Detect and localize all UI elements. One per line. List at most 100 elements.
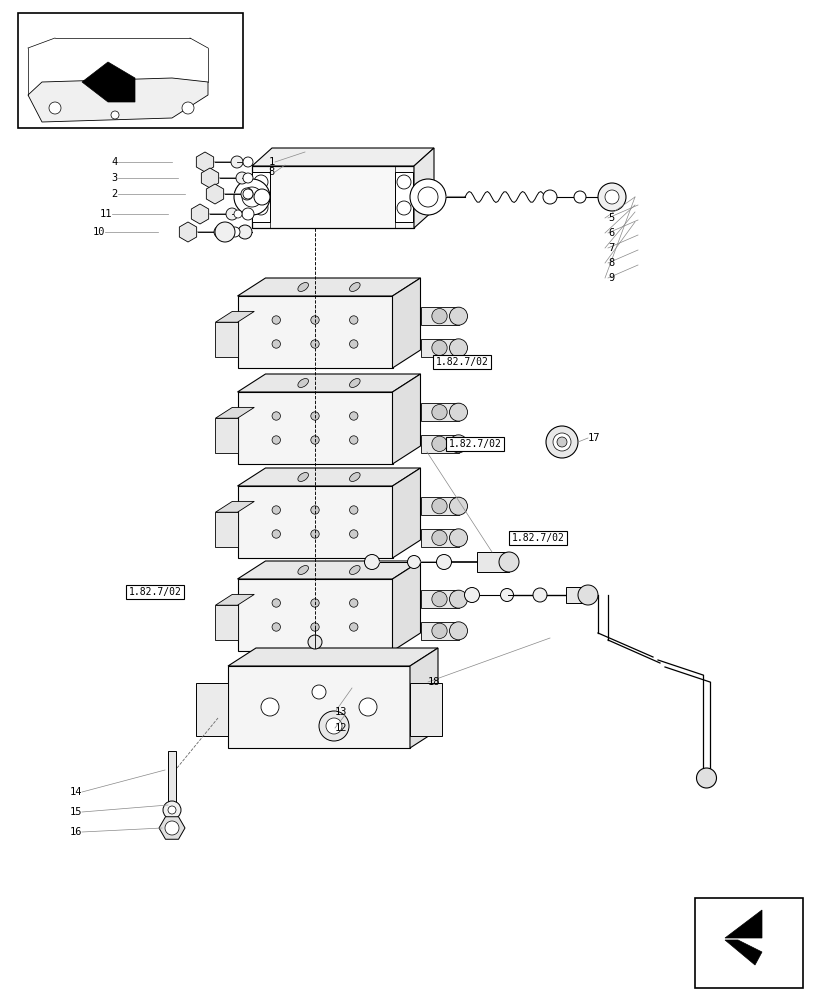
Bar <box>394 172 413 222</box>
Text: 1.82.7/02: 1.82.7/02 <box>435 357 488 367</box>
Polygon shape <box>237 468 420 486</box>
Circle shape <box>163 801 181 819</box>
Polygon shape <box>409 648 437 748</box>
Ellipse shape <box>298 566 308 574</box>
Text: 5: 5 <box>607 213 614 223</box>
Circle shape <box>396 175 410 189</box>
Text: 4: 4 <box>112 157 118 167</box>
Text: 3: 3 <box>112 173 118 183</box>
Circle shape <box>449 497 467 515</box>
Text: 14: 14 <box>69 787 82 797</box>
Circle shape <box>272 599 280 607</box>
Circle shape <box>449 403 467 421</box>
Polygon shape <box>215 594 254 605</box>
Polygon shape <box>82 62 135 102</box>
Circle shape <box>349 623 357 631</box>
Bar <box>420 497 458 515</box>
Circle shape <box>165 821 179 835</box>
Polygon shape <box>724 910 761 938</box>
Polygon shape <box>28 78 208 122</box>
Circle shape <box>464 587 479 602</box>
Circle shape <box>407 555 420 568</box>
Circle shape <box>432 530 447 545</box>
Bar <box>168 751 176 803</box>
Bar <box>420 435 458 453</box>
Circle shape <box>432 405 447 420</box>
Circle shape <box>359 698 376 716</box>
Bar <box>237 486 392 558</box>
Text: 17: 17 <box>587 433 600 443</box>
Circle shape <box>312 685 326 699</box>
Circle shape <box>432 623 447 638</box>
Text: 2: 2 <box>112 189 118 199</box>
Bar <box>237 579 392 651</box>
Circle shape <box>432 499 447 514</box>
Text: 8: 8 <box>607 258 614 268</box>
Circle shape <box>349 436 357 444</box>
Text: 6: 6 <box>607 228 614 238</box>
Circle shape <box>272 530 280 538</box>
Polygon shape <box>414 148 433 228</box>
Circle shape <box>432 340 447 355</box>
Ellipse shape <box>298 379 308 387</box>
Circle shape <box>111 111 119 119</box>
Circle shape <box>349 530 357 538</box>
Circle shape <box>449 590 467 608</box>
Circle shape <box>254 175 268 189</box>
Circle shape <box>310 340 319 348</box>
Bar <box>251 166 414 228</box>
Circle shape <box>349 316 357 324</box>
Circle shape <box>310 599 319 607</box>
Circle shape <box>326 718 342 734</box>
Ellipse shape <box>349 283 360 291</box>
Circle shape <box>242 157 253 167</box>
Circle shape <box>49 102 61 114</box>
Circle shape <box>272 436 280 444</box>
Bar <box>18 13 242 128</box>
Circle shape <box>349 412 357 420</box>
Circle shape <box>545 426 577 458</box>
Text: 15: 15 <box>69 807 82 817</box>
Circle shape <box>436 554 451 569</box>
Text: 9: 9 <box>607 273 614 283</box>
Ellipse shape <box>349 566 360 574</box>
Bar <box>420 307 458 325</box>
Circle shape <box>418 187 437 207</box>
Text: 8: 8 <box>269 167 275 177</box>
Circle shape <box>557 437 566 447</box>
Circle shape <box>396 201 410 215</box>
Polygon shape <box>392 468 420 558</box>
Circle shape <box>449 307 467 325</box>
Bar <box>420 529 458 547</box>
Bar <box>420 622 458 640</box>
Circle shape <box>226 208 237 220</box>
Bar <box>196 683 227 736</box>
Circle shape <box>533 588 547 602</box>
Bar <box>251 172 270 222</box>
Circle shape <box>432 436 447 451</box>
Polygon shape <box>392 374 420 464</box>
Circle shape <box>605 190 619 204</box>
Polygon shape <box>237 374 420 392</box>
Text: 1.82.7/02: 1.82.7/02 <box>128 587 181 597</box>
Ellipse shape <box>349 473 360 481</box>
Text: 11: 11 <box>99 209 112 219</box>
Polygon shape <box>237 561 420 579</box>
Circle shape <box>230 227 240 237</box>
Polygon shape <box>206 184 223 204</box>
Circle shape <box>241 188 253 200</box>
Circle shape <box>577 585 597 605</box>
Text: 1.82.7/02: 1.82.7/02 <box>511 533 564 543</box>
Circle shape <box>573 191 586 203</box>
Bar <box>566 587 587 603</box>
Ellipse shape <box>349 379 360 387</box>
Text: 12: 12 <box>335 723 347 733</box>
Bar <box>237 392 392 464</box>
Polygon shape <box>215 407 254 418</box>
Bar <box>420 590 458 608</box>
Circle shape <box>449 339 467 357</box>
Polygon shape <box>179 222 197 242</box>
Bar <box>420 339 458 357</box>
Bar <box>215 512 237 547</box>
Polygon shape <box>724 940 761 965</box>
